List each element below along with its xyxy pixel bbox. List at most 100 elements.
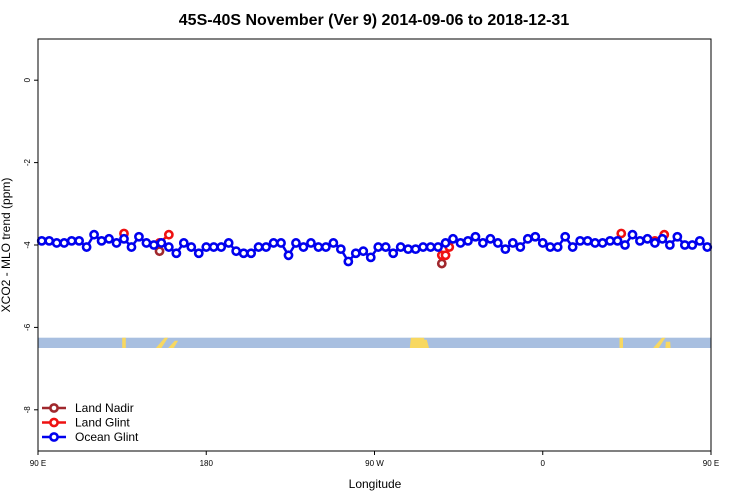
data-point-ocean-glint — [380, 242, 391, 252]
data-point-ocean-glint — [425, 242, 436, 252]
land-mask-band — [38, 337, 711, 348]
data-point-ocean-glint — [448, 233, 458, 244]
x-tick-label: 180 — [200, 459, 214, 468]
x-tick-label: 90 E — [703, 459, 719, 468]
data-point-ocean-glint — [500, 244, 511, 255]
data-point-ocean-glint — [403, 244, 414, 255]
series-layer — [36, 228, 713, 269]
data-point-ocean-glint — [620, 240, 630, 250]
data-point-ocean-glint — [104, 233, 114, 244]
data-point-ocean-glint — [687, 240, 698, 250]
data-point-ocean-glint — [552, 242, 563, 252]
land-patch — [122, 337, 126, 348]
data-point-ocean-glint — [605, 235, 615, 246]
data-point-ocean-glint — [81, 242, 92, 252]
data-point-ocean-glint — [186, 242, 197, 252]
data-point-ocean-glint — [36, 235, 47, 246]
data-point-ocean-glint — [537, 238, 548, 248]
data-point-ocean-glint — [672, 231, 683, 242]
data-point-ocean-glint — [163, 242, 174, 252]
ocean-band — [38, 337, 711, 348]
data-point-land-glint — [163, 229, 174, 240]
data-point-ocean-glint — [597, 238, 608, 248]
data-point-ocean-glint — [119, 233, 129, 244]
data-point-ocean-glint — [590, 238, 600, 248]
data-point-ocean-glint — [313, 242, 324, 252]
data-point-ocean-glint — [111, 238, 122, 248]
data-point-ocean-glint — [694, 235, 705, 246]
data-point-ocean-glint — [246, 248, 257, 259]
data-point-ocean-glint — [515, 242, 526, 252]
data-point-ocean-glint — [492, 238, 503, 248]
legend-label: Land Nadir — [75, 401, 134, 415]
data-point-ocean-glint — [463, 235, 473, 246]
data-point-ocean-glint — [335, 244, 346, 255]
data-point-ocean-glint — [612, 235, 623, 246]
data-point-ocean-glint — [702, 242, 713, 252]
data-point-ocean-glint — [276, 238, 286, 248]
data-point-land-glint — [440, 250, 451, 261]
y-tick-label: -6 — [23, 323, 32, 331]
data-point-ocean-glint — [178, 238, 189, 248]
y-tick-label: -2 — [23, 158, 32, 166]
data-point-ocean-glint — [141, 238, 152, 248]
data-point-ocean-glint — [216, 242, 227, 252]
data-point-ocean-glint — [343, 256, 354, 267]
data-point-ocean-glint — [193, 248, 204, 259]
data-point-ocean-glint — [231, 246, 242, 257]
data-point-ocean-glint — [530, 231, 541, 242]
data-point-ocean-glint — [261, 242, 271, 252]
legend-marker — [49, 432, 59, 442]
data-point-ocean-glint — [679, 240, 690, 250]
chart-title: 45S-40S November (Ver 9) 2014-09-06 to 2… — [179, 12, 570, 29]
legend-marker — [49, 403, 59, 413]
data-point-ocean-glint — [208, 242, 219, 252]
data-point-ocean-glint — [635, 235, 645, 246]
data-point-ocean-glint — [149, 240, 159, 250]
data-point-ocean-glint — [238, 248, 249, 259]
data-point-ocean-glint — [485, 233, 496, 244]
land-patch — [155, 337, 168, 348]
land-patch — [619, 337, 623, 348]
data-point-ocean-glint — [298, 242, 309, 252]
data-point-ocean-glint — [560, 231, 571, 242]
data-point-ocean-glint — [134, 231, 144, 242]
data-point-ocean-glint — [455, 238, 466, 248]
data-point-ocean-glint — [320, 242, 331, 252]
x-tick-label: 90 W — [365, 459, 384, 468]
land-patch — [653, 337, 666, 348]
data-point-ocean-glint — [582, 235, 593, 246]
land-patch — [168, 340, 179, 348]
y-axis-label: XCO2 - MLO trend (ppm) — [0, 178, 13, 313]
data-point-ocean-glint — [522, 233, 533, 244]
x-tick-label: 90 E — [30, 459, 46, 468]
data-point-ocean-glint — [507, 238, 518, 248]
data-point-ocean-glint — [373, 242, 384, 252]
data-point-ocean-glint — [171, 248, 182, 259]
data-point-land-nadir — [436, 258, 447, 269]
legend-label: Ocean Glint — [75, 430, 139, 444]
y-tick-label: 0 — [23, 77, 32, 82]
legend-label: Land Glint — [75, 416, 130, 430]
data-point-ocean-glint — [268, 238, 279, 248]
data-point-ocean-glint — [545, 242, 556, 252]
x-tick-label: 0 — [541, 459, 546, 468]
data-point-ocean-glint — [306, 238, 316, 248]
data-point-ocean-glint — [627, 229, 638, 240]
data-point-ocean-glint — [388, 248, 399, 259]
y-tick-label: -8 — [23, 406, 32, 414]
legend-item-land-glint: Land Glint — [42, 416, 130, 430]
y-axis: 0 -2 -4 -6 -8 — [23, 77, 38, 413]
data-point-ocean-glint — [358, 246, 369, 257]
data-point-ocean-glint — [664, 240, 675, 250]
legend-marker — [49, 417, 59, 428]
series-ocean-glint — [36, 229, 713, 267]
data-point-ocean-glint — [283, 250, 294, 261]
data-point-ocean-glint — [642, 233, 653, 244]
data-point-ocean-glint — [395, 242, 406, 252]
data-point-ocean-glint — [433, 242, 443, 252]
data-point-ocean-glint — [650, 238, 660, 248]
legend-item-land-nadir: Land Nadir — [42, 401, 134, 415]
data-point-ocean-glint — [59, 238, 70, 248]
